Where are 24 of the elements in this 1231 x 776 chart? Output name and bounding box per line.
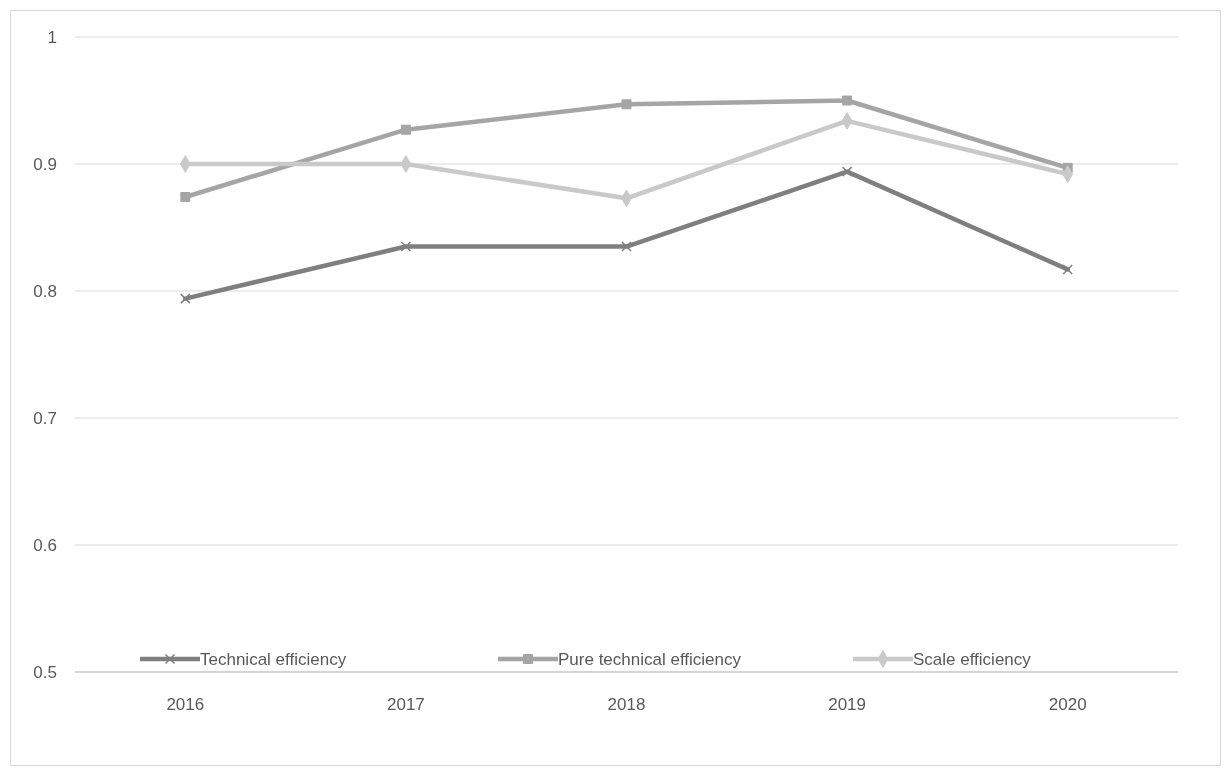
point (621, 241, 632, 252)
x-tick-label: 2018 (607, 695, 646, 714)
point (1062, 264, 1073, 275)
point (180, 192, 191, 203)
y-tick-label: 1 (47, 27, 57, 47)
x-tick-label: 2017 (386, 695, 425, 714)
y-tick-label: 0.7 (33, 408, 57, 428)
point (842, 95, 853, 106)
point (621, 99, 632, 110)
x-tick-label: 2020 (1048, 695, 1087, 714)
y-tick-label: 0.5 (33, 662, 57, 682)
point (400, 241, 412, 252)
legend-label: Technical efficiency (200, 649, 347, 669)
y-tick-label: 0.6 (33, 535, 57, 555)
line-series (180, 166, 1073, 304)
y-tick-label: 0.9 (33, 154, 57, 174)
point (841, 166, 853, 177)
y-tick-label: 0.8 (33, 281, 57, 301)
x-tick-label: 2016 (166, 695, 205, 714)
legend-label: Pure technical efficiency (558, 649, 742, 669)
legend-label: Scale efficiency (913, 649, 1032, 669)
point (400, 124, 411, 135)
point (180, 293, 191, 304)
x-tick-label: 2019 (828, 695, 867, 714)
